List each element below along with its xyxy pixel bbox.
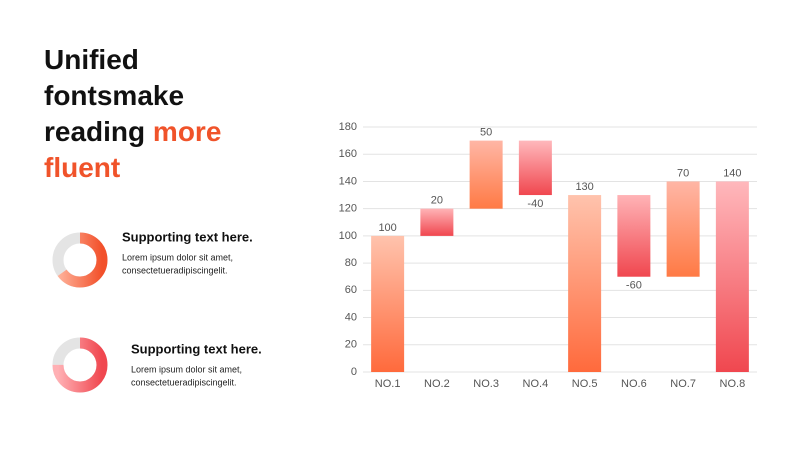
value-label: 20 [431, 195, 443, 207]
bar [469, 140, 503, 209]
y-tick-label: 20 [345, 339, 357, 351]
x-tick-label: NO.1 [375, 378, 401, 390]
x-tick-label: NO.3 [473, 378, 499, 390]
y-tick-label: 0 [351, 366, 357, 378]
bar [518, 140, 552, 196]
title-text: Unified fontsmake reading [44, 44, 185, 147]
bar [420, 208, 454, 236]
value-label: 50 [480, 127, 492, 139]
y-tick-label: 140 [339, 175, 357, 187]
y-tick-label: 160 [339, 148, 357, 160]
y-tick-label: 180 [339, 121, 357, 133]
y-tick-label: 40 [345, 311, 357, 323]
x-tick-label: NO.8 [720, 378, 746, 390]
value-label: 70 [677, 167, 689, 179]
bar [715, 181, 749, 372]
item-text: Lorem ipsum dolor sit amet, [122, 252, 233, 262]
y-tick-label: 80 [345, 257, 357, 269]
item-text: consectetueradipiscingelit. [131, 377, 237, 387]
value-label: 130 [575, 181, 593, 193]
x-tick-label: NO.5 [572, 378, 598, 390]
value-label: -40 [527, 198, 543, 210]
donut-arc [52, 337, 108, 393]
bar [617, 195, 651, 277]
y-tick-label: 60 [345, 284, 357, 296]
item-heading: Supporting text here. [122, 229, 253, 244]
bar [371, 235, 405, 372]
title-highlight: more fluent [44, 116, 222, 183]
donut-arc [52, 232, 108, 288]
value-label: 140 [723, 167, 741, 179]
bar [666, 181, 700, 277]
value-label: -60 [626, 280, 642, 292]
item-text: Lorem ipsum dolor sit amet, [131, 364, 242, 374]
title: Unified fontsmake reading more fluent [44, 42, 254, 186]
item-text: consectetueradipiscingelit. [122, 265, 228, 275]
value-label: 100 [378, 222, 396, 234]
y-tick-label: 120 [339, 203, 357, 215]
x-tick-label: NO.6 [621, 378, 647, 390]
y-tick-label: 100 [339, 230, 357, 242]
item-heading: Supporting text here. [131, 341, 262, 356]
x-tick-label: NO.4 [523, 378, 549, 390]
x-tick-label: NO.2 [424, 378, 450, 390]
bar [568, 195, 602, 372]
x-tick-label: NO.7 [670, 378, 696, 390]
